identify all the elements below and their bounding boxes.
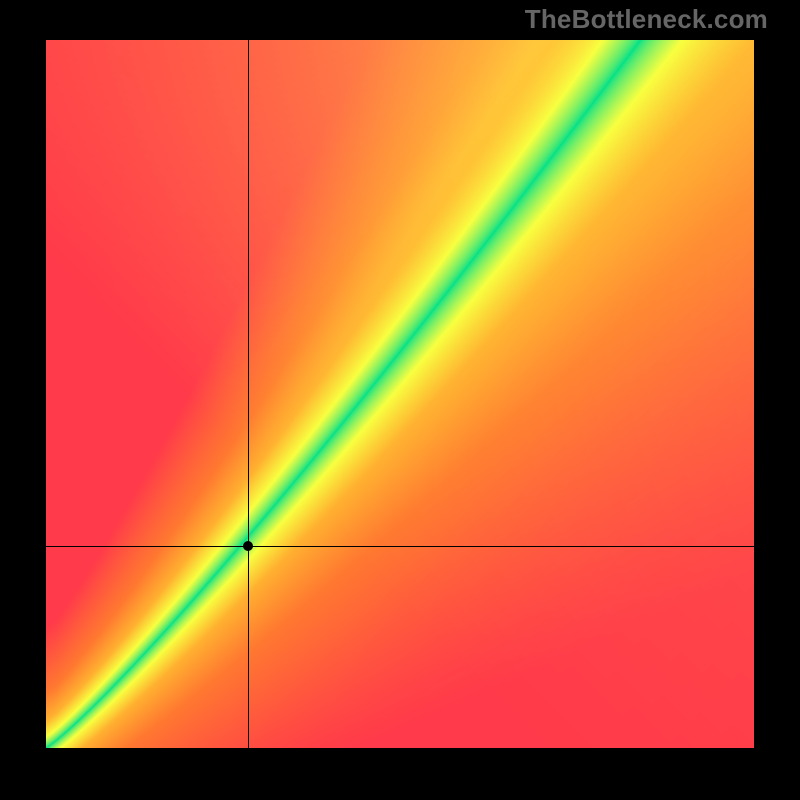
chart-frame: TheBottleneck.com [0, 0, 800, 800]
watermark-text: TheBottleneck.com [525, 4, 768, 35]
plot-area [46, 40, 754, 748]
marker-dot [243, 541, 253, 551]
heatmap-canvas [46, 40, 754, 748]
crosshair-horizontal [46, 546, 754, 547]
crosshair-vertical [248, 40, 249, 748]
